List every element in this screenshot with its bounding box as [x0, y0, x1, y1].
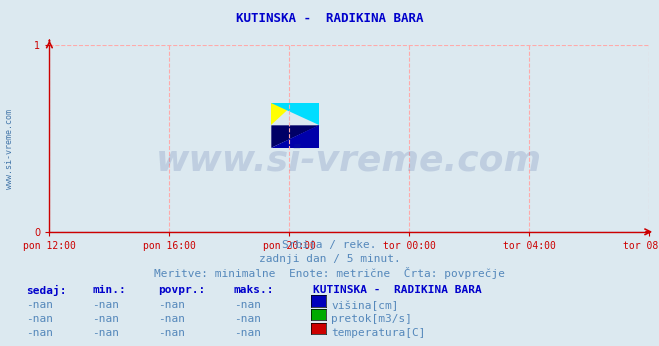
Text: KUTINSKA -  RADIKINA BARA: KUTINSKA - RADIKINA BARA	[236, 12, 423, 25]
Text: www.si-vreme.com: www.si-vreme.com	[5, 109, 14, 189]
Text: -nan: -nan	[234, 328, 261, 338]
Text: temperatura[C]: temperatura[C]	[331, 328, 426, 338]
Text: -nan: -nan	[234, 300, 261, 310]
Text: -nan: -nan	[234, 314, 261, 324]
Polygon shape	[272, 125, 320, 148]
Text: pretok[m3/s]: pretok[m3/s]	[331, 314, 413, 324]
Text: -nan: -nan	[158, 314, 185, 324]
Text: -nan: -nan	[26, 300, 53, 310]
Text: sedaj:: sedaj:	[26, 285, 67, 297]
Text: zadnji dan / 5 minut.: zadnji dan / 5 minut.	[258, 254, 401, 264]
Text: www.si-vreme.com: www.si-vreme.com	[156, 144, 542, 178]
Polygon shape	[272, 103, 295, 125]
Text: -nan: -nan	[26, 314, 53, 324]
Text: -nan: -nan	[92, 328, 119, 338]
Polygon shape	[272, 103, 320, 125]
Text: maks.:: maks.:	[234, 285, 274, 295]
Text: višina[cm]: višina[cm]	[331, 300, 399, 311]
Text: Meritve: minimalne  Enote: metrične  Črta: povprečje: Meritve: minimalne Enote: metrične Črta:…	[154, 267, 505, 279]
Text: KUTINSKA -  RADIKINA BARA: KUTINSKA - RADIKINA BARA	[313, 285, 482, 295]
Text: -nan: -nan	[92, 314, 119, 324]
Text: -nan: -nan	[158, 300, 185, 310]
Text: min.:: min.:	[92, 285, 126, 295]
Text: -nan: -nan	[92, 300, 119, 310]
Polygon shape	[272, 125, 320, 148]
Text: povpr.:: povpr.:	[158, 285, 206, 295]
Text: Srbija / reke.: Srbija / reke.	[282, 240, 377, 251]
Text: -nan: -nan	[26, 328, 53, 338]
Text: -nan: -nan	[158, 328, 185, 338]
